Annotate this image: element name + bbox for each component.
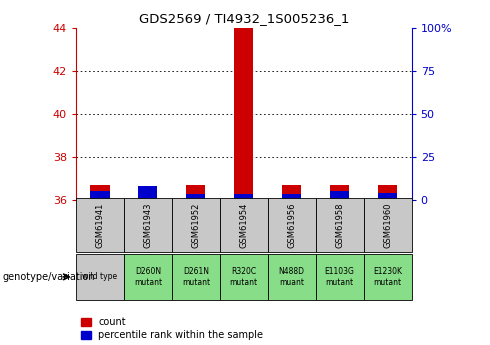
FancyBboxPatch shape bbox=[76, 198, 124, 252]
Bar bbox=[234, 28, 253, 200]
FancyBboxPatch shape bbox=[76, 254, 124, 300]
FancyBboxPatch shape bbox=[172, 198, 220, 252]
Bar bbox=[282, 185, 301, 200]
Legend: count, percentile rank within the sample: count, percentile rank within the sample bbox=[81, 317, 263, 340]
Bar bbox=[138, 186, 157, 200]
FancyBboxPatch shape bbox=[364, 254, 412, 300]
Text: GSM61952: GSM61952 bbox=[191, 203, 200, 248]
FancyBboxPatch shape bbox=[316, 198, 364, 252]
Bar bbox=[90, 191, 110, 200]
FancyBboxPatch shape bbox=[316, 254, 364, 300]
Title: GDS2569 / TI4932_1S005236_1: GDS2569 / TI4932_1S005236_1 bbox=[139, 12, 349, 25]
FancyBboxPatch shape bbox=[172, 254, 220, 300]
FancyBboxPatch shape bbox=[124, 254, 172, 300]
Text: N488D
muant: N488D muant bbox=[279, 267, 305, 287]
Text: genotype/variation: genotype/variation bbox=[2, 272, 95, 282]
Text: GSM61960: GSM61960 bbox=[383, 203, 392, 248]
Text: D260N
mutant: D260N mutant bbox=[134, 267, 162, 287]
Text: GSM61958: GSM61958 bbox=[335, 203, 344, 248]
Text: GSM61941: GSM61941 bbox=[96, 203, 104, 248]
Text: wild type: wild type bbox=[82, 272, 118, 282]
Bar bbox=[234, 194, 253, 200]
Text: E1103G
mutant: E1103G mutant bbox=[325, 267, 355, 287]
Text: E1230K
mutant: E1230K mutant bbox=[373, 267, 402, 287]
FancyBboxPatch shape bbox=[364, 198, 412, 252]
Bar bbox=[330, 191, 349, 200]
Bar bbox=[186, 185, 205, 200]
Text: GSM61956: GSM61956 bbox=[287, 203, 296, 248]
Text: GSM61954: GSM61954 bbox=[239, 203, 248, 248]
Bar bbox=[378, 185, 397, 200]
FancyBboxPatch shape bbox=[268, 254, 316, 300]
Text: D261N
mutant: D261N mutant bbox=[182, 267, 210, 287]
Text: GSM61943: GSM61943 bbox=[144, 203, 152, 248]
Bar bbox=[186, 194, 205, 200]
Text: R320C
mutant: R320C mutant bbox=[230, 267, 258, 287]
FancyBboxPatch shape bbox=[268, 198, 316, 252]
FancyBboxPatch shape bbox=[124, 198, 172, 252]
Bar bbox=[282, 194, 301, 200]
Bar bbox=[330, 185, 349, 200]
FancyBboxPatch shape bbox=[220, 254, 268, 300]
FancyBboxPatch shape bbox=[220, 198, 268, 252]
Bar bbox=[90, 185, 110, 200]
Bar bbox=[378, 193, 397, 200]
